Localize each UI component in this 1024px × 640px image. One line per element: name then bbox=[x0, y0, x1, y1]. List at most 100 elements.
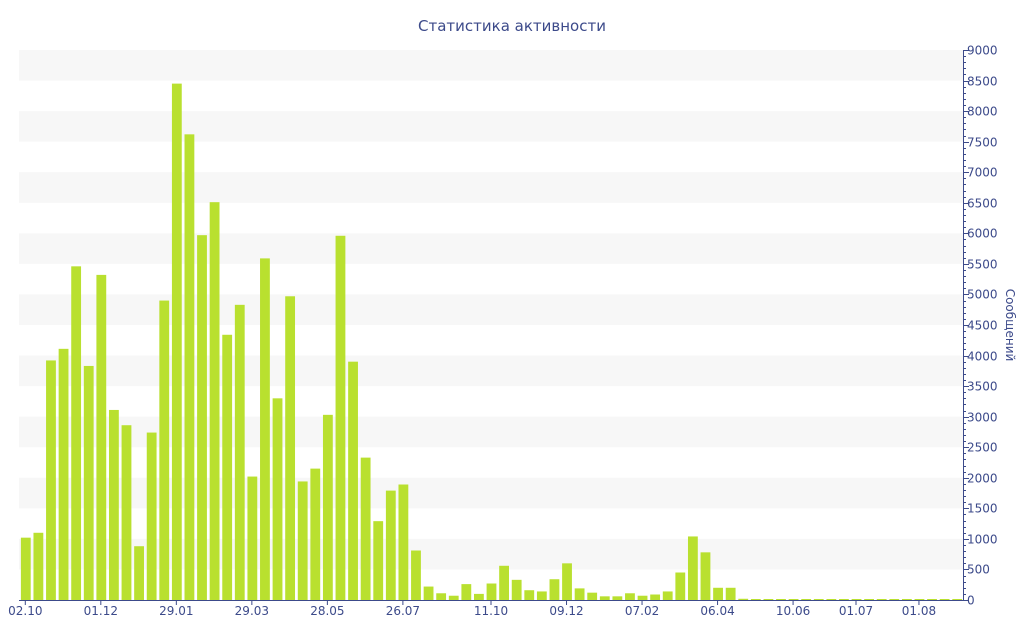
y-tick-label: 3500 bbox=[967, 380, 998, 394]
bar bbox=[549, 579, 560, 600]
bar bbox=[272, 398, 283, 600]
bar bbox=[20, 537, 31, 600]
bar bbox=[411, 550, 421, 600]
bar bbox=[574, 588, 585, 600]
y-tick-label: 9000 bbox=[967, 44, 998, 58]
bar bbox=[876, 599, 887, 600]
bar bbox=[297, 481, 308, 600]
bar bbox=[864, 599, 875, 600]
bar bbox=[247, 476, 258, 600]
x-tick-label: 09.12 bbox=[549, 604, 583, 618]
bar bbox=[310, 468, 321, 600]
bar bbox=[360, 457, 371, 600]
bar bbox=[499, 565, 509, 600]
grid-band bbox=[19, 111, 963, 142]
bar bbox=[385, 490, 396, 600]
bar bbox=[398, 484, 409, 600]
bar bbox=[524, 590, 535, 600]
bar bbox=[788, 599, 799, 600]
x-tick-label: 01.07 bbox=[839, 604, 873, 618]
bar bbox=[33, 532, 44, 600]
grid-band bbox=[19, 172, 963, 203]
bar bbox=[209, 202, 220, 600]
grid-band bbox=[19, 50, 963, 81]
bar bbox=[927, 599, 937, 600]
bar bbox=[750, 599, 761, 600]
bar bbox=[159, 300, 170, 600]
bar bbox=[851, 599, 862, 600]
bar bbox=[637, 595, 648, 600]
bar bbox=[423, 586, 434, 600]
x-tick-label: 28.05 bbox=[310, 604, 344, 618]
y-tick-label: 4500 bbox=[967, 319, 998, 333]
bar bbox=[322, 414, 333, 600]
x-tick-label: 29.03 bbox=[235, 604, 269, 618]
bar bbox=[801, 599, 812, 600]
bar bbox=[373, 521, 384, 600]
bar bbox=[675, 572, 686, 600]
y-tick-label: 4000 bbox=[967, 350, 998, 364]
x-tick-label: 02.10 bbox=[8, 604, 42, 618]
bar bbox=[901, 599, 912, 600]
bar bbox=[348, 361, 358, 600]
axes: 0 500 1000 1500 2000 2500 3000 3500 4000 4500 5000… bbox=[8, 44, 997, 619]
grid-band bbox=[19, 233, 963, 264]
bar bbox=[763, 599, 774, 600]
bar bbox=[474, 593, 484, 600]
bar bbox=[46, 360, 56, 600]
bar bbox=[146, 432, 157, 600]
y-tick-label: 1500 bbox=[967, 502, 998, 516]
y-tick-label: 7500 bbox=[967, 136, 998, 150]
bar bbox=[562, 563, 572, 600]
x-tick-label: 29.01 bbox=[159, 604, 193, 618]
bar bbox=[687, 536, 698, 600]
bar bbox=[448, 595, 459, 600]
bar-series bbox=[20, 83, 963, 601]
bar bbox=[260, 258, 270, 600]
y-tick-label: 3000 bbox=[967, 411, 998, 425]
y-tick-label: 5500 bbox=[967, 258, 998, 272]
bar bbox=[725, 587, 736, 600]
y-tick-label: 8500 bbox=[967, 75, 998, 89]
bar bbox=[952, 599, 963, 600]
bar bbox=[776, 599, 786, 600]
bar bbox=[285, 296, 296, 600]
bar bbox=[171, 83, 182, 601]
y-tick-label: 8000 bbox=[967, 105, 998, 119]
bar bbox=[625, 593, 635, 600]
bar bbox=[197, 235, 207, 600]
bar bbox=[96, 274, 107, 600]
bar bbox=[58, 348, 69, 600]
bar bbox=[826, 599, 837, 600]
y-tick-label: 6500 bbox=[967, 197, 998, 211]
y-tick-label: 6000 bbox=[967, 227, 998, 241]
bar bbox=[71, 266, 82, 600]
bar bbox=[108, 409, 119, 600]
x-tick-label: 07.02 bbox=[625, 604, 659, 618]
x-tick-label: 10.06 bbox=[776, 604, 810, 618]
bar bbox=[222, 334, 233, 600]
bar bbox=[436, 593, 447, 600]
bar bbox=[121, 425, 132, 600]
x-tick-label: 26.07 bbox=[386, 604, 420, 618]
x-tick-label: 06.04 bbox=[700, 604, 734, 618]
bar bbox=[234, 304, 245, 600]
bar bbox=[184, 134, 195, 601]
bar bbox=[713, 587, 723, 600]
bar bbox=[839, 599, 849, 600]
bar bbox=[662, 591, 673, 600]
bar bbox=[134, 546, 144, 600]
bar bbox=[914, 599, 925, 600]
bar bbox=[83, 365, 94, 600]
bar bbox=[813, 599, 824, 600]
x-tick-label: 11.10 bbox=[474, 604, 508, 618]
bar bbox=[738, 598, 749, 600]
bar bbox=[511, 579, 522, 600]
bar bbox=[599, 596, 610, 600]
bar bbox=[650, 594, 661, 600]
bar bbox=[335, 235, 346, 600]
y-tick-label: 5000 bbox=[967, 288, 998, 302]
bar bbox=[612, 596, 623, 600]
